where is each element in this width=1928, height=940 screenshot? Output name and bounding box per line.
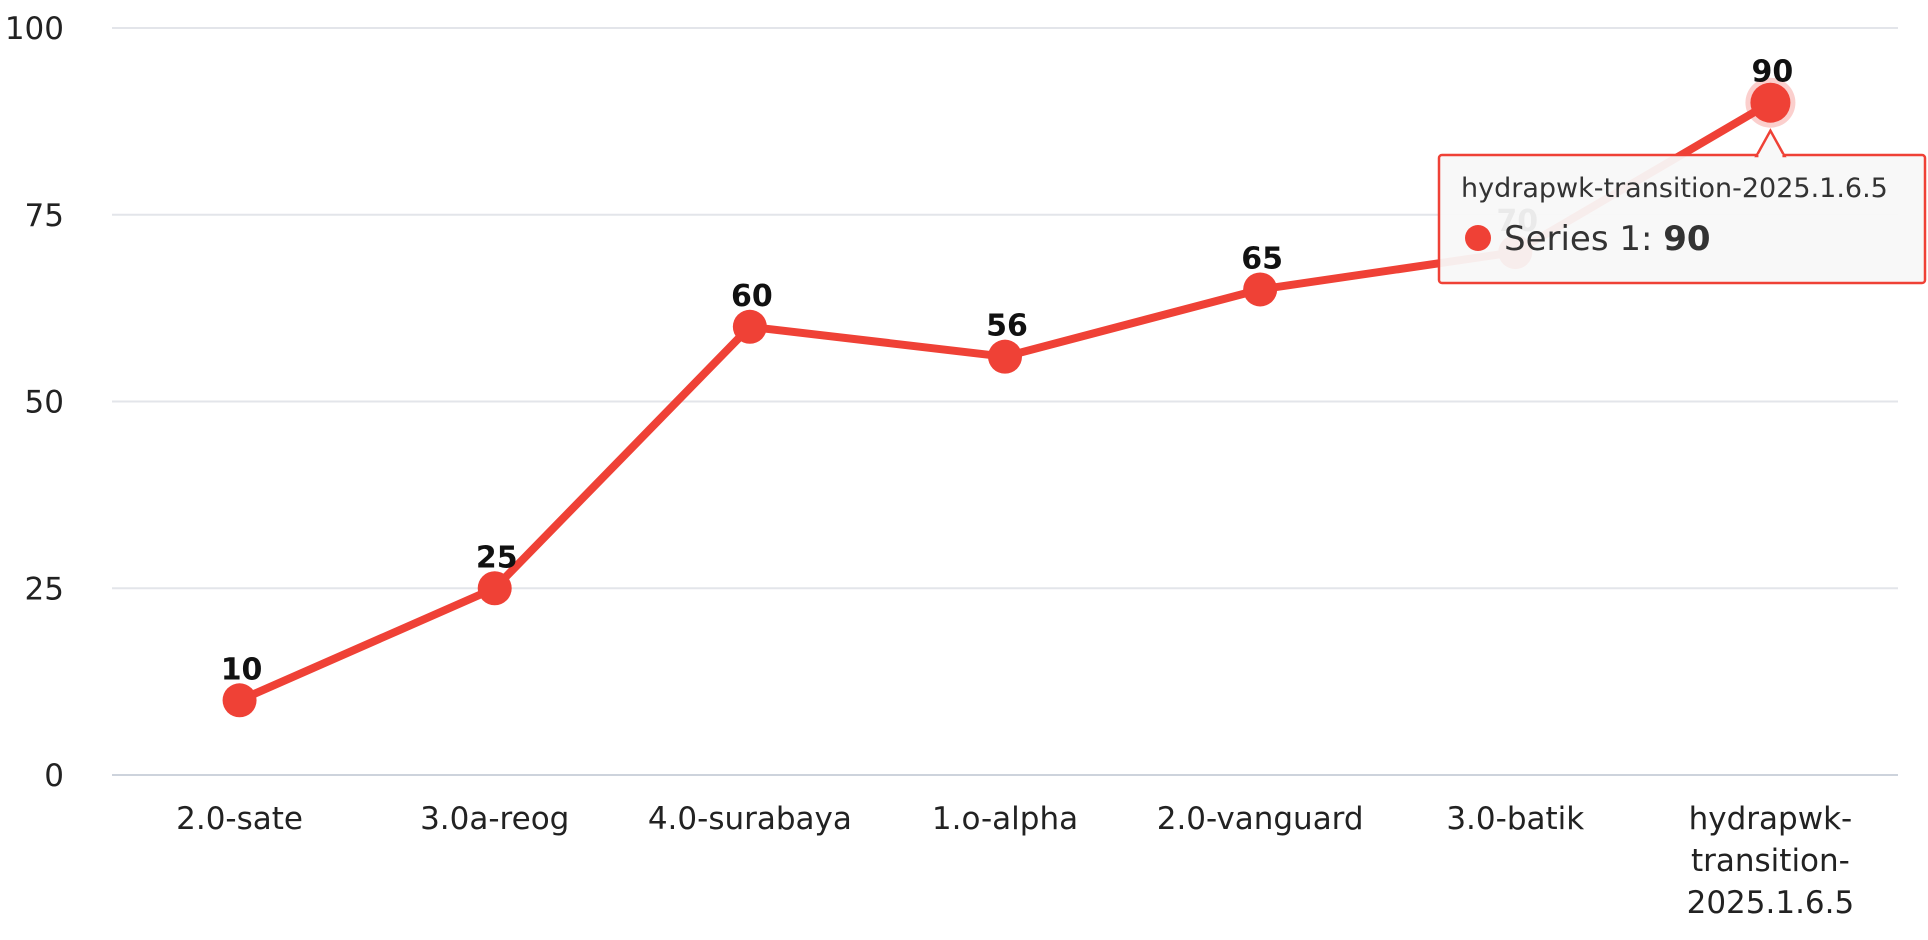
data-label: 65 [1241,241,1283,276]
x-tick-label-line: 3.0-batik [1446,801,1584,837]
data-label: 25 [476,540,518,575]
data-point[interactable] [988,339,1022,374]
x-tick-label-line: 2.0-vanguard [1157,801,1364,837]
data-point[interactable] [1243,272,1278,307]
x-tick-label-line: 4.0-surabaya [648,801,852,837]
x-tick-label-line: 1.o-alpha [932,801,1078,837]
y-tick-label: 0 [44,758,64,794]
x-tick-label: 2.0-vanguard [1157,801,1364,837]
tooltip-pointer [1754,128,1787,158]
tooltip-series-marker [1465,225,1491,251]
data-point[interactable] [222,683,257,718]
data-label: 10 [221,652,263,687]
tooltip-title: hydrapwk-transition-2025.1.6.5 [1461,173,1888,204]
x-tick-label: 2.0-sate [176,801,303,837]
tooltip-value: 90 [1663,219,1710,259]
tooltip: hydrapwk-transition-2025.1.6.5 Series 1: … [1437,128,1927,285]
x-tick-label-line: 3.0a-reog [420,801,569,837]
x-tick-label-line: 2025.1.6.5 [1687,885,1855,921]
y-tick-label: 50 [25,385,64,421]
x-tick-label-line: 2.0-sate [176,801,303,837]
x-tick-label: 3.0a-reog [420,801,569,837]
data-label: 90 [1752,55,1794,90]
data-labels: 10256056657090 [221,55,1794,688]
grid-lines [112,27,1898,776]
tooltip-box [1437,153,1927,285]
x-tick-label: hydrapwk-transition- 2025.1.6.5 [1687,801,1855,921]
y-axis: 0 25 50 75 100 [5,11,64,794]
data-point[interactable] [477,571,512,606]
x-tick-label: 4.0-surabaya [648,801,852,837]
data-point[interactable] [732,309,767,344]
x-tick-label-line: hydrapwk- [1689,801,1853,837]
y-tick-label: 25 [25,571,64,607]
y-tick-label: 100 [5,11,64,47]
data-point[interactable] [1750,82,1791,123]
tooltip-series-label: Series 1: [1504,219,1663,259]
y-tick-label: 75 [25,198,64,234]
x-tick-label-line: transition- [1691,843,1850,879]
data-label: 60 [731,279,773,314]
tooltip-pointer-mask [1758,154,1783,159]
x-tick-label: 3.0-batik [1446,801,1584,837]
x-tick-label: 1.o-alpha [932,801,1078,837]
data-label: 56 [986,309,1028,344]
x-axis: 2.0-sate 3.0a-reog 4.0-surabaya 1.o-alpha 2.… [176,801,1854,921]
tooltip-row: Series 1: 90 [1504,219,1711,259]
